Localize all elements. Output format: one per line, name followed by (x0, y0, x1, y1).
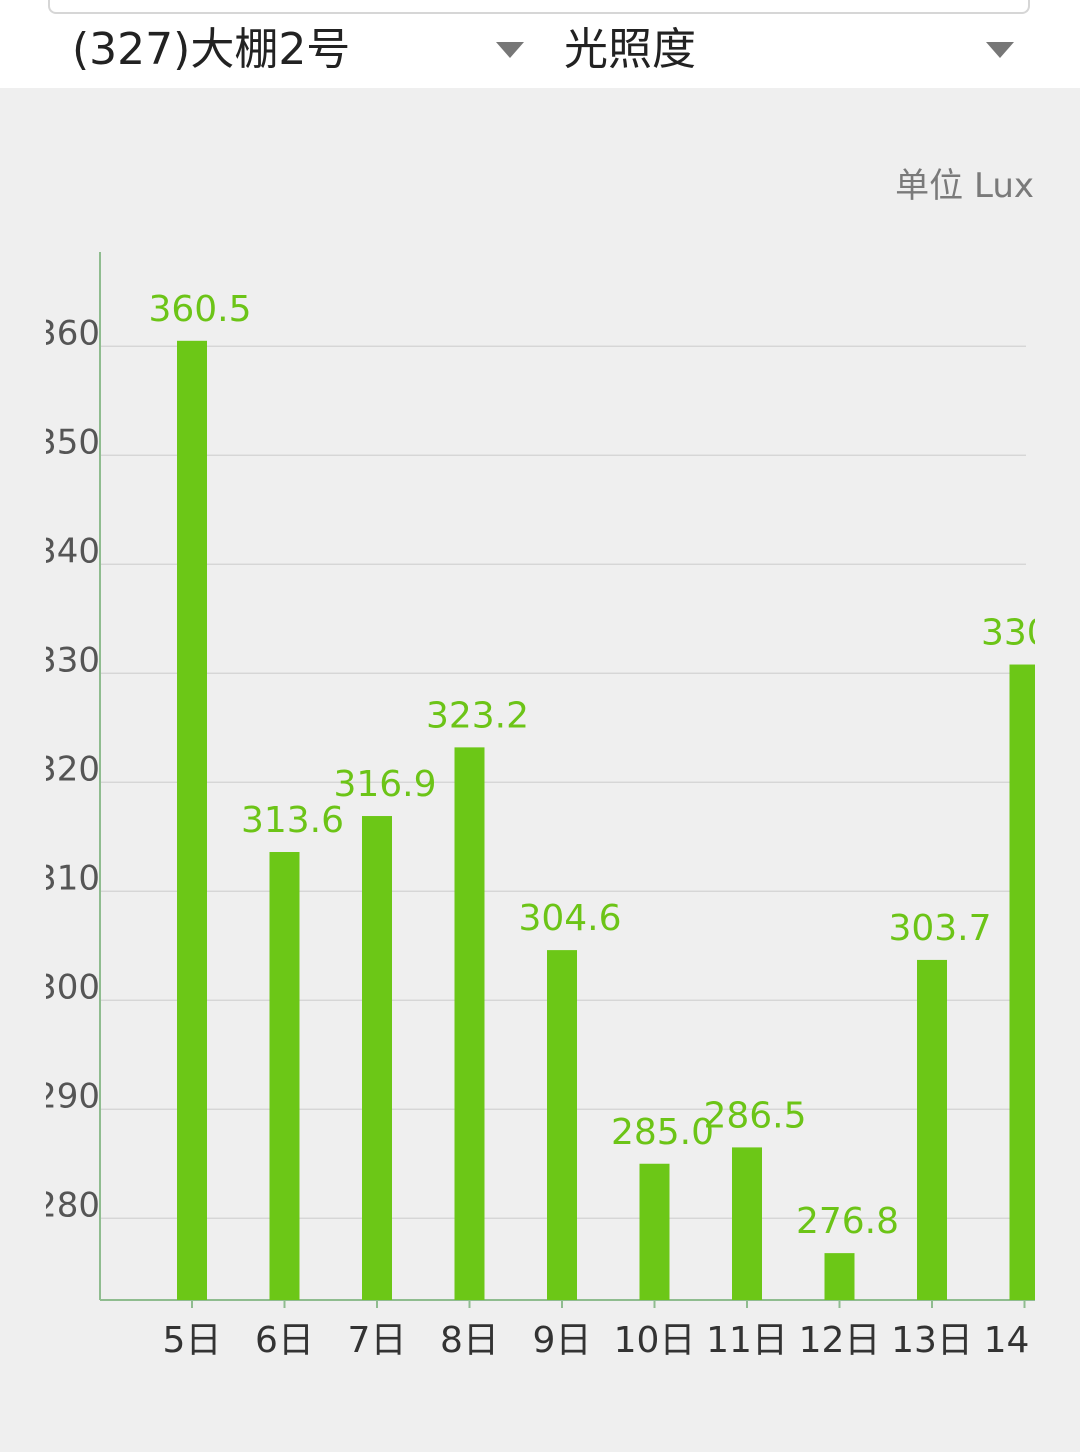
x-tick-label: 13日 (891, 1320, 973, 1361)
metric-dropdown-value: 光照度 (564, 24, 696, 75)
y-tick-label: 310 (35, 858, 100, 898)
greenhouse-dropdown-value: (327)大棚2号 (72, 24, 351, 75)
x-tick-label: 10日 (614, 1320, 696, 1361)
x-tick-label: 7日 (348, 1320, 407, 1361)
search-box-edge[interactable] (48, 0, 1030, 14)
data-label: 316.9 (333, 764, 436, 805)
greenhouse-dropdown[interactable]: (327)大棚2号 (70, 18, 530, 82)
x-tick-label: 12日 (799, 1320, 881, 1361)
x-tick-label: 9日 (533, 1320, 592, 1361)
data-label: 286.5 (703, 1095, 806, 1136)
y-tick-label: 350 (35, 422, 100, 462)
bar[interactable] (362, 816, 392, 1300)
bar[interactable] (1009, 664, 1040, 1300)
bar[interactable] (732, 1147, 762, 1300)
data-label: 303.7 (888, 908, 991, 949)
y-tick-label: 290 (35, 1076, 100, 1116)
x-tick-label: 5日 (163, 1320, 222, 1361)
chevron-down-icon (496, 42, 524, 58)
bar[interactable] (454, 747, 485, 1300)
filter-bar: (327)大棚2号 光照度 (0, 0, 1080, 88)
y-tick-label: 280 (35, 1185, 100, 1225)
data-label: 313.6 (241, 800, 344, 841)
metric-dropdown[interactable]: 光照度 (562, 18, 1022, 82)
x-tick-label: 14日 (984, 1320, 1066, 1361)
chevron-down-icon (986, 42, 1014, 58)
bar[interactable] (177, 340, 207, 1300)
x-tick-label: 11日 (706, 1320, 788, 1361)
bar[interactable] (639, 1163, 670, 1300)
data-label: 330.8 (981, 613, 1080, 654)
bar[interactable] (269, 852, 300, 1300)
y-tick-label: 320 (35, 749, 100, 789)
y-tick-label: 300 (35, 967, 100, 1007)
bar[interactable] (547, 950, 577, 1300)
y-tick-label: 330 (35, 640, 100, 680)
data-label: 285.0 (611, 1112, 714, 1153)
bars (177, 340, 1040, 1300)
bar[interactable] (824, 1253, 855, 1300)
data-label: 276.8 (796, 1201, 899, 1242)
y-tick-label: 360 (35, 313, 100, 353)
unit-label: 单位 Lux (895, 166, 1034, 206)
x-tick-label: 6日 (255, 1320, 314, 1361)
data-label: 323.2 (426, 695, 529, 736)
y-tick-label: 340 (35, 531, 100, 571)
data-label: 360.5 (148, 289, 251, 330)
x-tick-label: 8日 (440, 1320, 499, 1361)
tick-labels: 280 290 300 310 320 330 340 350 360 5日 6日 7日 8日 9日 10日… (35, 313, 1066, 1361)
bar[interactable] (917, 959, 947, 1300)
data-label: 304.6 (518, 898, 621, 939)
